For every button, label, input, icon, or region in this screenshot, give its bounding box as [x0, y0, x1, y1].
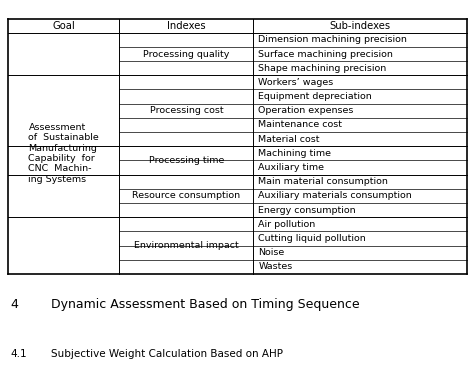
Text: Shape machining precision: Shape machining precision	[258, 64, 386, 73]
Text: Goal: Goal	[53, 21, 75, 31]
Text: Indexes: Indexes	[167, 21, 206, 31]
Text: Processing time: Processing time	[149, 156, 224, 165]
Text: 4: 4	[11, 298, 18, 311]
Text: Processing quality: Processing quality	[143, 50, 229, 58]
Text: Environmental impact: Environmental impact	[134, 241, 239, 250]
Text: Noise: Noise	[258, 248, 284, 257]
Text: Main material consumption: Main material consumption	[258, 177, 388, 186]
Text: Air pollution: Air pollution	[258, 220, 316, 229]
Text: Sub-indexes: Sub-indexes	[329, 21, 391, 31]
Text: Dynamic Assessment Based on Timing Sequence: Dynamic Assessment Based on Timing Seque…	[51, 298, 359, 311]
Text: Equipment depreciation: Equipment depreciation	[258, 92, 372, 101]
Text: Cutting liquid pollution: Cutting liquid pollution	[258, 234, 366, 243]
Text: Subjective Weight Calculation Based on AHP: Subjective Weight Calculation Based on A…	[51, 349, 283, 359]
Text: 4.1: 4.1	[11, 349, 27, 359]
Text: Surface machining precision: Surface machining precision	[258, 50, 393, 58]
Text: Processing cost: Processing cost	[149, 106, 223, 115]
Text: Resource consumption: Resource consumption	[132, 191, 240, 200]
Text: Machining time: Machining time	[258, 149, 331, 158]
Text: Operation expenses: Operation expenses	[258, 106, 354, 115]
Text: Workers’ wages: Workers’ wages	[258, 78, 333, 87]
Text: Wastes: Wastes	[258, 262, 292, 271]
Text: Energy consumption: Energy consumption	[258, 205, 356, 215]
Text: Dimension machining precision: Dimension machining precision	[258, 35, 407, 44]
Text: Maintenance cost: Maintenance cost	[258, 121, 342, 129]
Text: Material cost: Material cost	[258, 135, 319, 144]
Text: Auxiliary materials consumption: Auxiliary materials consumption	[258, 191, 412, 200]
Text: Auxiliary time: Auxiliary time	[258, 163, 324, 172]
Text: Assessment
of  Sustainable
Manufacturing
Capability  for
CNC  Machin-
ing System: Assessment of Sustainable Manufacturing …	[28, 123, 99, 184]
